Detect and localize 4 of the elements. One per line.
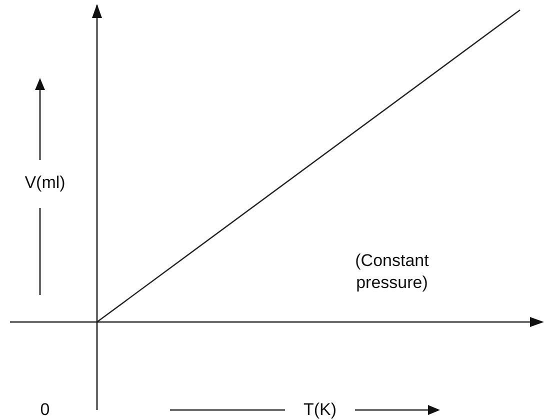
text: 0 xyxy=(40,399,50,420)
y-axis-title: V(ml) xyxy=(24,172,66,194)
annotation: (Constant pressure) xyxy=(354,250,430,294)
x-axis-title: T(K) xyxy=(303,399,337,420)
